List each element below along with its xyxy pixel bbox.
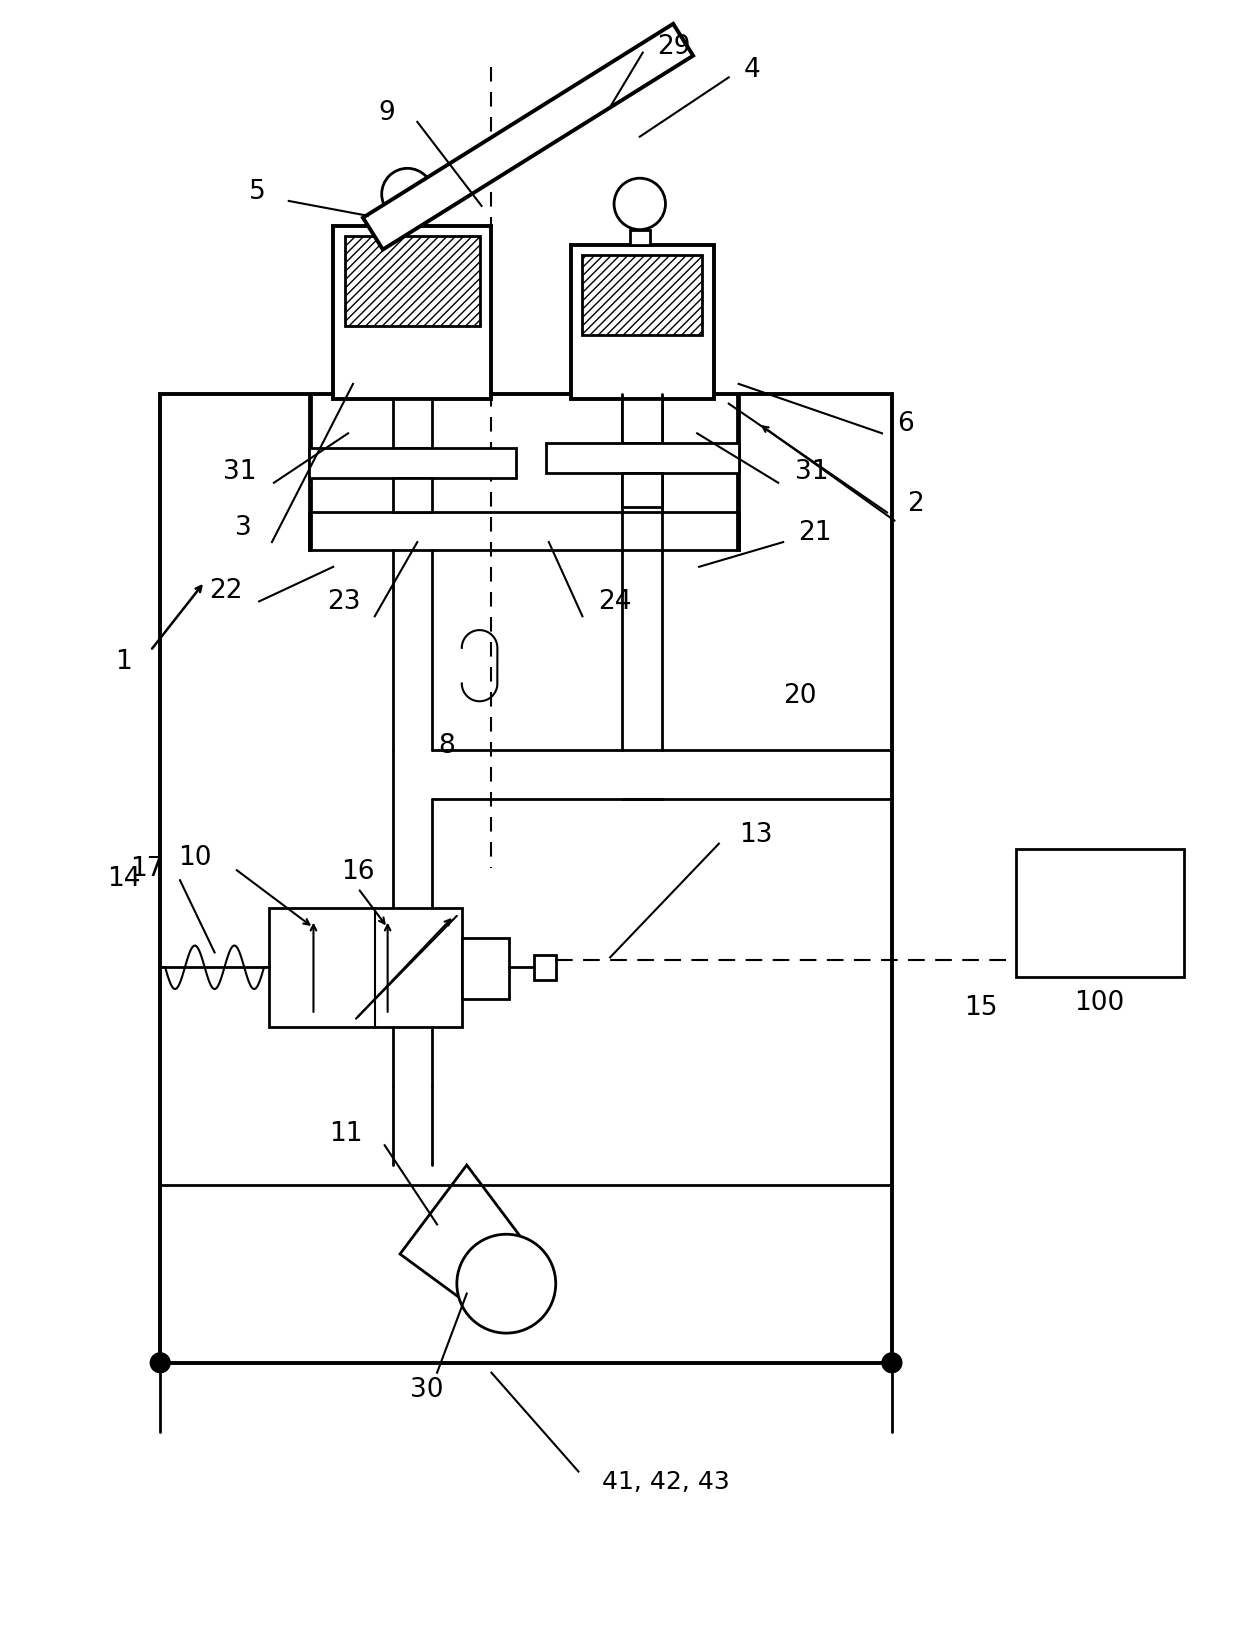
Text: 23: 23 [327, 588, 361, 615]
Bar [269, 908, 461, 1027]
Polygon shape [401, 1165, 533, 1302]
Bar [534, 955, 556, 981]
Text: 22: 22 [208, 577, 242, 603]
Bar [622, 474, 661, 509]
Text: 4: 4 [744, 57, 760, 83]
Circle shape [382, 170, 433, 220]
Text: 15: 15 [965, 994, 998, 1020]
Text: 10: 10 [179, 844, 212, 870]
Text: 100: 100 [1074, 989, 1125, 1015]
Polygon shape [363, 24, 693, 251]
Text: 29: 29 [657, 34, 691, 60]
Bar [461, 937, 510, 999]
Bar [160, 394, 892, 1363]
Bar [345, 236, 480, 326]
Text: 20: 20 [784, 683, 817, 709]
Text: 6: 6 [897, 411, 914, 437]
Text: 16: 16 [341, 859, 374, 885]
Text: 5: 5 [249, 179, 267, 205]
Text: 31: 31 [795, 458, 828, 484]
Text: 41, 42, 43: 41, 42, 43 [603, 1470, 730, 1493]
Circle shape [456, 1234, 556, 1333]
Text: 21: 21 [799, 520, 832, 546]
Circle shape [614, 179, 666, 230]
Bar [583, 256, 702, 336]
Bar [334, 227, 491, 399]
Text: 8: 8 [439, 732, 455, 758]
Text: 17: 17 [130, 856, 164, 882]
Bar [630, 230, 650, 246]
Text: 3: 3 [236, 515, 252, 541]
Bar [309, 448, 516, 479]
Text: 31: 31 [223, 458, 257, 484]
Bar [622, 399, 661, 443]
Bar [1016, 849, 1184, 978]
Bar [393, 479, 432, 513]
Text: 2: 2 [906, 491, 924, 517]
Bar [570, 246, 714, 399]
Text: 14: 14 [107, 866, 140, 892]
Text: 30: 30 [410, 1377, 444, 1403]
Text: 9: 9 [378, 99, 396, 126]
Circle shape [150, 1353, 170, 1372]
Bar [398, 220, 418, 227]
Bar [546, 443, 739, 474]
Text: 11: 11 [330, 1121, 363, 1146]
Text: 13: 13 [739, 822, 773, 848]
Bar [309, 513, 739, 551]
Bar [393, 399, 432, 448]
Text: 24: 24 [598, 588, 631, 615]
Circle shape [882, 1353, 901, 1372]
Text: 1: 1 [115, 649, 131, 675]
